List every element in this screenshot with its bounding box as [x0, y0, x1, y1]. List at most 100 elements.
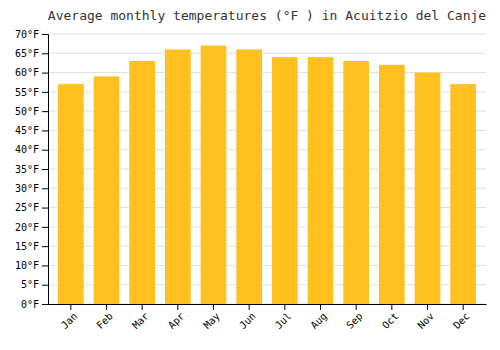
tick-label: Feb: [94, 310, 115, 331]
tick-label: 40°F: [15, 144, 39, 155]
tick: Jul: [273, 304, 294, 331]
bar: [343, 61, 369, 304]
bar: [58, 84, 84, 304]
tick: 20°F: [15, 222, 48, 233]
plot-area: [58, 46, 476, 304]
bar: [236, 49, 262, 304]
tick: Jan: [59, 304, 80, 331]
axis-line: [42, 35, 49, 305]
tick-mark: [42, 246, 48, 247]
tick: Mar: [130, 304, 151, 331]
tick: 45°F: [15, 125, 48, 136]
title: Average monthly temperatures (°F ) in Ac…: [48, 8, 486, 23]
tick: 50°F: [15, 106, 48, 117]
tick-label: Jul: [273, 310, 294, 331]
tick-label: 5°F: [21, 279, 39, 290]
tick-mark: [177, 304, 178, 310]
bar: [379, 65, 405, 304]
tick-label: Jun: [237, 310, 258, 331]
tick: Feb: [94, 304, 115, 331]
tick: 5°F: [21, 279, 48, 290]
tick-label: 45°F: [15, 125, 39, 136]
tick: 70°F: [15, 29, 48, 40]
tick-mark: [42, 169, 48, 170]
tick: Dec: [451, 304, 472, 331]
tick-label: 65°F: [15, 48, 39, 59]
tick-label: Nov: [415, 310, 436, 331]
tick-label: Apr: [166, 310, 187, 331]
tick: 15°F: [15, 241, 48, 252]
bar: [272, 57, 298, 304]
tick-label: May: [201, 310, 222, 331]
tick-mark: [42, 208, 48, 209]
tick: 60°F: [15, 67, 48, 78]
bar: [308, 57, 334, 304]
bar: [94, 76, 120, 304]
tick-label: Oct: [380, 310, 401, 331]
tick-mark: [70, 304, 71, 310]
tick-mark: [42, 265, 48, 266]
bar: [165, 49, 191, 304]
tick-mark: [42, 227, 48, 228]
tick: 25°F: [15, 202, 48, 213]
tick-mark: [42, 53, 48, 54]
tick-mark: [42, 111, 48, 112]
tick: 0°F: [21, 299, 48, 310]
tick-label: 20°F: [15, 222, 39, 233]
y-axis: 0°F 5°F 10°F 15°F 20°F 25°F 30°F 35°F 40°F 45°F 50…: [15, 29, 49, 310]
grid: [48, 34, 486, 304]
tick-mark: [463, 304, 464, 310]
tick-mark: [213, 304, 214, 310]
bar: [201, 46, 227, 304]
tick-label: Mar: [130, 310, 151, 331]
grid-line: [48, 34, 486, 35]
tick: Oct: [380, 304, 401, 331]
tick-mark: [42, 73, 48, 74]
tick-mark: [42, 34, 48, 35]
tick: Sep: [344, 304, 365, 331]
tick-mark: [356, 304, 357, 310]
tick: Aug: [308, 304, 329, 331]
tick-mark: [391, 304, 392, 310]
tick-label: 15°F: [15, 241, 39, 252]
tick-label: Jan: [59, 310, 80, 331]
chart: 0°F 5°F 10°F 15°F 20°F 25°F 30°F 35°F 40°F 45°F 50…: [0, 0, 500, 350]
tick: 35°F: [15, 164, 48, 175]
tick-label: 35°F: [15, 164, 39, 175]
tick: Nov: [415, 304, 436, 331]
grid-line: [48, 53, 486, 54]
tick-mark: [42, 92, 48, 93]
tick-mark: [42, 285, 48, 286]
tick-mark: [42, 188, 48, 189]
tick: 40°F: [15, 144, 48, 155]
tick-label: 55°F: [15, 87, 39, 98]
x-axis: Jan Feb Mar Apr May Jun Jul Aug Sep Oct Nov Dec: [49, 304, 487, 331]
bar: [450, 84, 476, 304]
tick-label: 70°F: [15, 29, 39, 40]
tick-mark: [249, 304, 250, 310]
tick-label: 50°F: [15, 106, 39, 117]
tick-label: 60°F: [15, 67, 39, 78]
tick-label: Dec: [451, 310, 472, 331]
tick-label: Sep: [344, 310, 365, 331]
tick-mark: [42, 130, 48, 131]
tick: 65°F: [15, 48, 48, 59]
tick-label: 25°F: [15, 202, 39, 213]
tick-mark: [284, 304, 285, 310]
tick-label: 30°F: [15, 183, 39, 194]
tick-mark: [42, 304, 48, 305]
tick-mark: [320, 304, 321, 310]
tick-label: 0°F: [21, 299, 39, 310]
bar: [129, 61, 155, 304]
tick: 10°F: [15, 260, 48, 271]
tick: Jun: [237, 304, 258, 331]
tick-mark: [142, 304, 143, 310]
tick: May: [201, 304, 222, 331]
axis-line: [49, 304, 487, 305]
tick: 55°F: [15, 87, 48, 98]
tick: Apr: [166, 304, 187, 331]
tick-label: 10°F: [15, 260, 39, 271]
tick: 30°F: [15, 183, 48, 194]
tick-mark: [106, 304, 107, 310]
bar: [415, 73, 441, 304]
